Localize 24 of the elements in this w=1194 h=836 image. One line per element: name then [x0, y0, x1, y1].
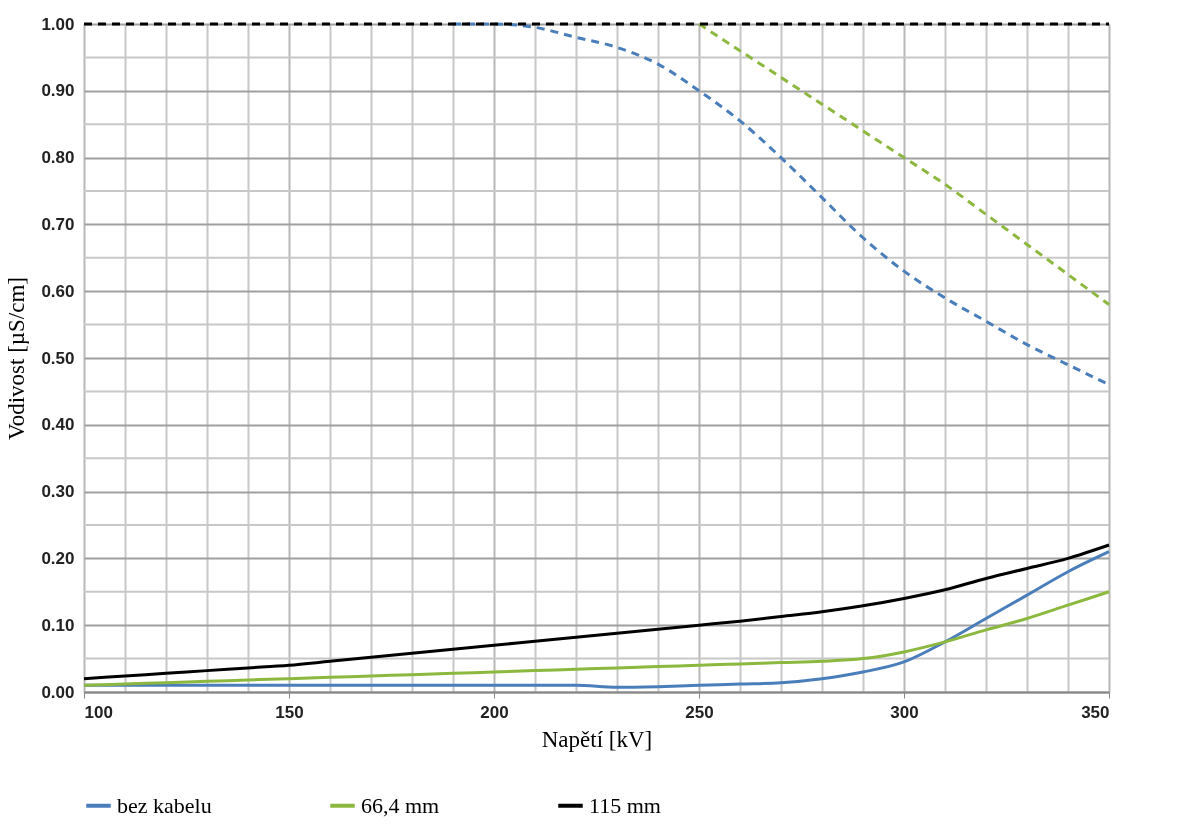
x-tick-label: 350 — [1081, 702, 1110, 722]
line-series — [697, 22, 1111, 307]
x-tick-label: 250 — [685, 702, 714, 722]
x-tick-label: 100 — [84, 702, 113, 722]
y-tick-label: 0.10 — [41, 615, 75, 635]
y-tick-label: 1.00 — [41, 14, 75, 34]
y-tick-label: 0.40 — [41, 415, 75, 435]
line-series — [82, 590, 1111, 687]
x-axis-title: Napětí [kV] — [541, 726, 653, 752]
y-tick-label: 0.00 — [41, 682, 75, 702]
y-tick-label: 0.30 — [41, 482, 75, 502]
y-tick-label: 0.60 — [41, 281, 75, 301]
legend-label: bez kabelu — [117, 792, 212, 818]
x-tick-label: 300 — [890, 702, 919, 722]
x-tick-label: 200 — [480, 702, 509, 722]
y-tick-label: 0.90 — [41, 81, 75, 101]
y-tick-label: 0.80 — [41, 148, 75, 168]
y-axis-title: Vodivost [µS/cm] — [4, 277, 30, 440]
legend-label: 115 mm — [589, 792, 661, 818]
y-tick-label: 0.20 — [41, 548, 75, 568]
y-tick-label: 0.70 — [41, 214, 75, 234]
legend-label: 66,4 mm — [361, 792, 440, 818]
y-tick-label: 0.50 — [41, 348, 75, 368]
x-tick-label: 150 — [275, 702, 304, 722]
